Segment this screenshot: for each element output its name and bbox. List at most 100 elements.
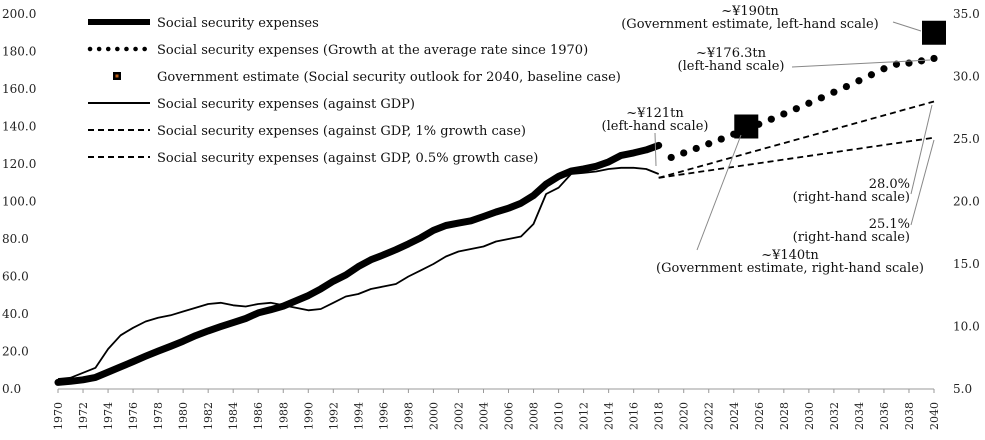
annotation-text: ~¥190tn bbox=[721, 4, 779, 19]
x-tick-label: 2024 bbox=[728, 402, 741, 430]
annotation-text: (left-hand scale) bbox=[678, 59, 785, 74]
legend-swatch-center bbox=[115, 74, 119, 78]
annotation-text: (right-hand scale) bbox=[793, 190, 910, 205]
x-tick-label: 2038 bbox=[903, 402, 916, 430]
x-tick-label: 2030 bbox=[803, 402, 816, 430]
x-tick-label: 1988 bbox=[277, 402, 290, 430]
annotation-leader bbox=[910, 104, 933, 195]
x-tick-label: 1982 bbox=[202, 402, 215, 430]
legend-label: Government estimate (Social security out… bbox=[157, 70, 621, 85]
x-tick-label: 1986 bbox=[252, 402, 265, 430]
x-tick-label: 2012 bbox=[578, 402, 591, 430]
x-tick-label: 2004 bbox=[477, 402, 490, 430]
x-tick-label: 1984 bbox=[227, 402, 240, 430]
series-line-gdp bbox=[57, 166, 660, 380]
projection-point bbox=[792, 105, 800, 113]
legend-label: Social security expenses (against GDP, 1… bbox=[157, 124, 526, 139]
x-tick-label: 2010 bbox=[553, 402, 566, 430]
x-tick-label: 2022 bbox=[703, 402, 716, 430]
x-tick-label: 2000 bbox=[427, 402, 440, 430]
x-tick-label: 1972 bbox=[77, 402, 90, 430]
left-tick-label: 20.0 bbox=[2, 345, 29, 359]
annotation-text: ~¥121tn bbox=[626, 106, 684, 121]
left-tick-label: 0.0 bbox=[2, 382, 21, 396]
right-tick-label: 25.0 bbox=[953, 132, 980, 146]
annotations-layer: ~¥190tn(Government estimate, left-hand s… bbox=[602, 4, 935, 276]
x-tick-label: 2018 bbox=[653, 402, 666, 430]
x-tick-label: 2008 bbox=[528, 402, 541, 430]
x-tick-label: 2014 bbox=[603, 402, 616, 430]
projection-point bbox=[880, 65, 888, 73]
left-tick-label: 140.0 bbox=[2, 120, 36, 134]
left-tick-label: 100.0 bbox=[2, 195, 36, 209]
right-tick-label: 30.0 bbox=[953, 70, 980, 84]
annotation-text: 28.0% bbox=[869, 177, 910, 192]
annotation-text: 25.1% bbox=[869, 217, 910, 232]
x-tick-label: 1990 bbox=[302, 402, 315, 430]
right-tick-label: 15.0 bbox=[953, 257, 980, 271]
x-tick-label: 2034 bbox=[853, 402, 866, 430]
left-tick-label: 160.0 bbox=[2, 82, 36, 96]
x-tick-label: 2028 bbox=[778, 402, 791, 430]
x-tick-label: 1996 bbox=[377, 402, 390, 430]
projection-point bbox=[692, 144, 700, 153]
projection-point bbox=[805, 99, 813, 107]
legend: Social security expenses Social security … bbox=[87, 16, 621, 166]
legend-label: Social security expenses (Growth at the … bbox=[157, 43, 588, 58]
projection-point bbox=[830, 88, 838, 96]
right-tick-label: 20.0 bbox=[953, 195, 980, 209]
annotation-text: (Government estimate, right-hand scale) bbox=[656, 261, 924, 276]
projection-point bbox=[680, 149, 688, 157]
x-tick-label: 2020 bbox=[678, 402, 691, 430]
left-tick-label: 80.0 bbox=[2, 232, 29, 246]
right-tick-label: 10.0 bbox=[953, 320, 980, 334]
annotation-leader bbox=[654, 132, 657, 167]
x-tick-label: 2026 bbox=[753, 402, 766, 430]
projection-point bbox=[780, 110, 788, 118]
projection-point bbox=[842, 82, 851, 91]
x-tick-label: 1970 bbox=[52, 402, 65, 430]
x-tick-label: 2036 bbox=[878, 402, 891, 430]
projection-point bbox=[867, 71, 876, 79]
projection-point bbox=[892, 60, 901, 68]
annotation-text: ~¥140tn bbox=[761, 248, 819, 263]
x-tick-label: 1998 bbox=[402, 402, 415, 430]
projection-point bbox=[717, 135, 725, 143]
series-line-expenses bbox=[54, 141, 663, 386]
x-tick-label: 1976 bbox=[127, 402, 140, 430]
legend-label: Social security expenses bbox=[157, 16, 319, 31]
right-tick-label: 35.0 bbox=[953, 7, 980, 21]
left-tick-label: 40.0 bbox=[2, 307, 29, 321]
axes-layer: 0.0 20.0 40.0 60.0 80.0 100.0 120.0 140.0 160.0 1… bbox=[2, 7, 980, 430]
x-tick-label: 1992 bbox=[327, 402, 340, 430]
left-tick-label: 200.0 bbox=[2, 7, 36, 21]
left-tick-label: 120.0 bbox=[2, 157, 36, 171]
projection-point bbox=[667, 153, 675, 162]
projection-point bbox=[705, 140, 713, 148]
x-tick-label: 2040 bbox=[928, 402, 941, 430]
x-tick-label: 2032 bbox=[828, 402, 841, 430]
annotation-leader bbox=[892, 21, 922, 32]
annotation-leader bbox=[791, 59, 931, 68]
annotation-text: ~¥176.3tn bbox=[696, 46, 767, 61]
projection-point bbox=[855, 77, 863, 85]
right-tick-label: 5.0 bbox=[953, 382, 972, 396]
x-tick-label: 2002 bbox=[452, 402, 465, 430]
x-tick-label: 1978 bbox=[152, 402, 165, 430]
government-estimate-square bbox=[734, 114, 759, 139]
projection-point bbox=[817, 94, 825, 102]
x-tick-label: 2016 bbox=[628, 402, 641, 430]
x-tick-label: 2006 bbox=[503, 402, 516, 430]
left-tick-label: 60.0 bbox=[2, 270, 29, 284]
annotation-text: (left-hand scale) bbox=[602, 119, 709, 134]
legend-label: Social security expenses (against GDP, 0… bbox=[157, 151, 538, 166]
markers-layer bbox=[667, 20, 946, 162]
annotation-leader bbox=[910, 139, 935, 226]
x-tick-label: 1980 bbox=[177, 402, 190, 430]
left-tick-label: 180.0 bbox=[2, 45, 36, 59]
x-tick-label: 1974 bbox=[102, 402, 115, 430]
annotation-leader bbox=[696, 134, 742, 251]
series-layer bbox=[54, 100, 935, 386]
legend-label: Social security expenses (against GDP) bbox=[157, 97, 415, 112]
